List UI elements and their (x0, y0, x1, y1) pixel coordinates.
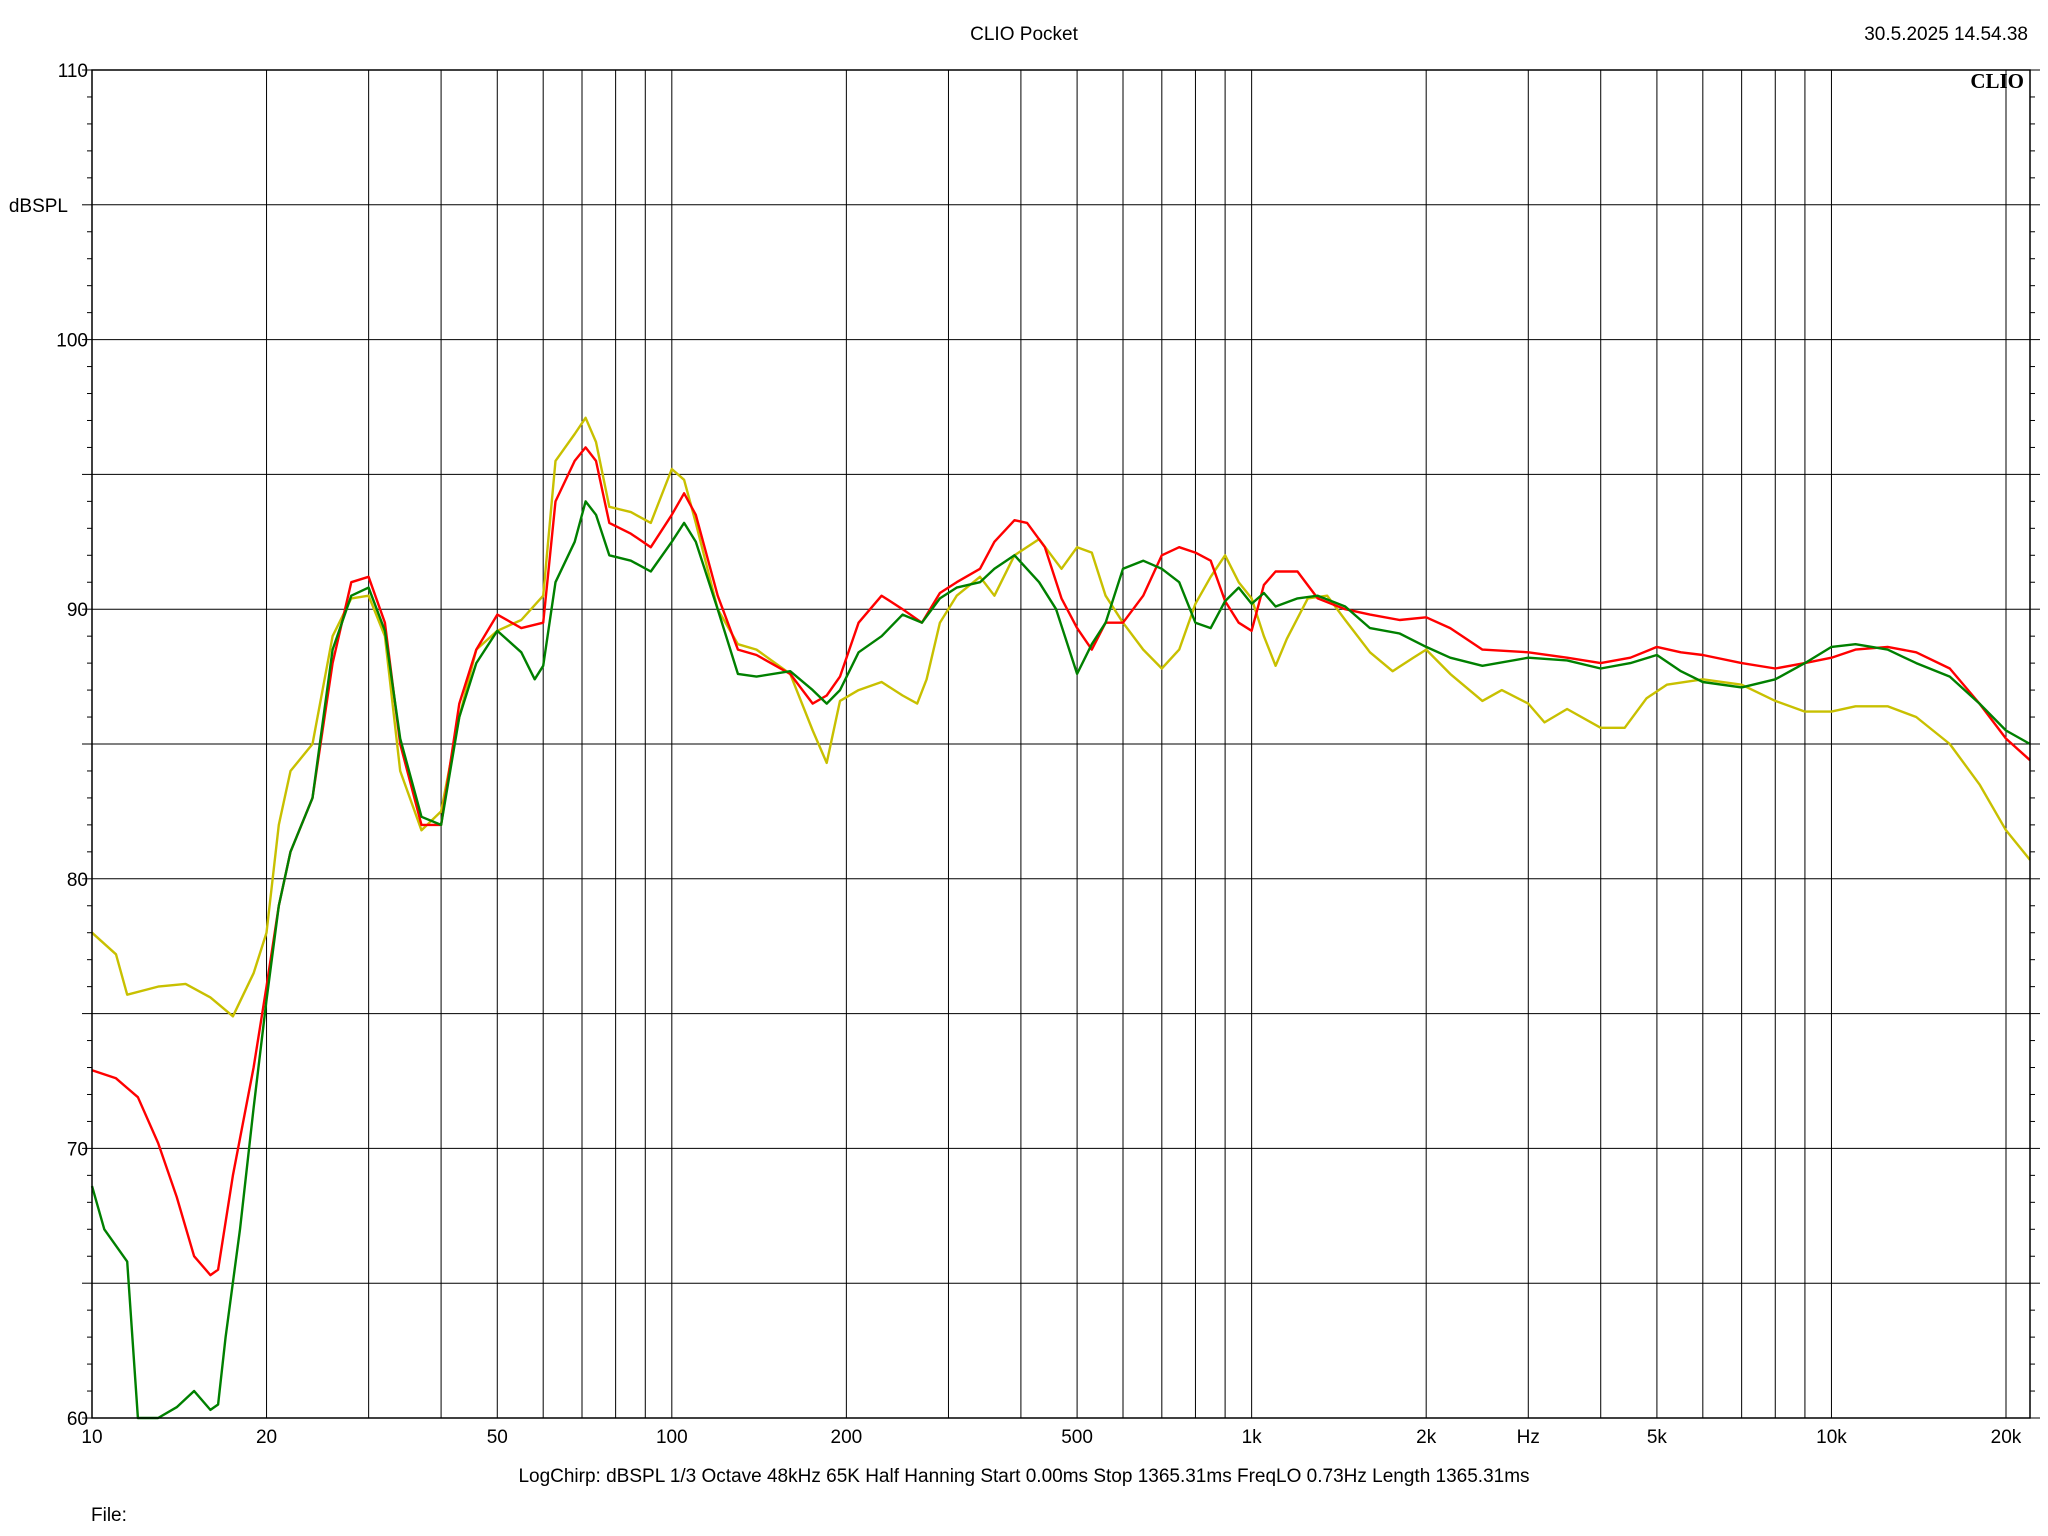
x-tick-label: 20 (256, 1427, 277, 1448)
timestamp: 30.5.2025 14.54.38 (1864, 24, 2028, 45)
x-tick-label: 10 (81, 1427, 102, 1448)
x-tick-label: 2k (1416, 1427, 1437, 1448)
series-line-3 (90, 500, 2031, 1420)
file-label: File: (91, 1505, 127, 1526)
y-tick-label: 60 (67, 1409, 88, 1430)
x-tick-label: 100 (656, 1427, 688, 1448)
x-tick-label: 5k (1647, 1427, 1668, 1448)
y-tick-label: 90 (67, 600, 88, 621)
plot-border (91, 69, 2031, 1419)
x-tick-label: 1k (1242, 1427, 1263, 1448)
x-tick-label: 50 (487, 1427, 508, 1448)
chart-title: CLIO Pocket (970, 24, 1078, 45)
y-tick-label: 70 (67, 1139, 88, 1160)
series-line-1 (91, 416, 2031, 1018)
measurement-settings: LogChirp: dBSPL 1/3 Octave 48kHz 65K Hal… (518, 1466, 1530, 1487)
x-tick-label: 10k (1816, 1427, 1847, 1448)
x-axis-label: Hz (1517, 1427, 1540, 1448)
y-tick-label: 100 (56, 331, 88, 352)
x-tick-label: 500 (1061, 1427, 1093, 1448)
clio-logo: CLIO (1970, 69, 2024, 93)
x-tick-label: 20k (1991, 1427, 2022, 1448)
y-axis-label: dBSPL (9, 196, 68, 217)
y-tick-label: 80 (67, 870, 88, 891)
x-tick-label: 200 (831, 1427, 863, 1448)
y-tick-label: 110 (58, 61, 88, 82)
series-line-2 (91, 446, 2031, 1277)
